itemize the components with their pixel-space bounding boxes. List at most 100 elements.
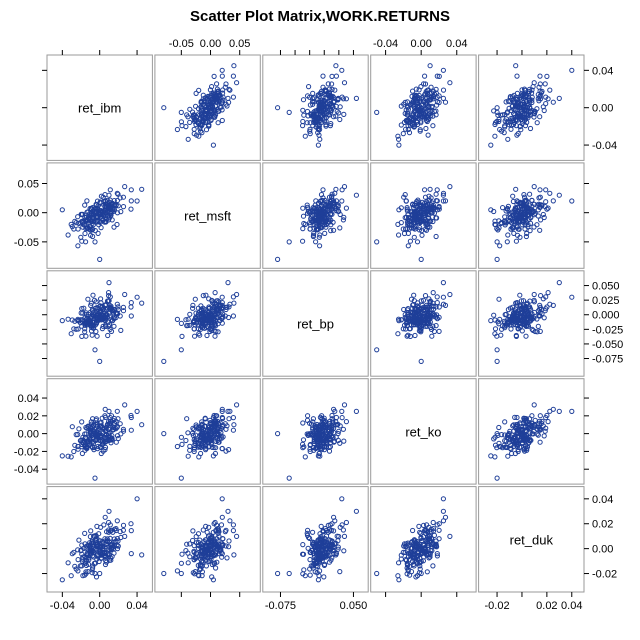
data-point [78, 437, 84, 444]
cell-frame [154, 162, 261, 269]
data-point [97, 358, 103, 364]
data-point [102, 536, 108, 542]
data-point [215, 329, 221, 335]
data-point [414, 198, 420, 205]
data-point [431, 532, 437, 539]
cell-frame [262, 270, 369, 377]
data-point [97, 211, 103, 217]
data-point [210, 318, 216, 324]
data-point [502, 111, 508, 118]
data-point [203, 547, 210, 553]
data-point [128, 206, 134, 212]
data-point [107, 535, 113, 542]
data-point [512, 414, 518, 420]
data-point [322, 561, 328, 568]
data-point [417, 214, 423, 220]
data-point [531, 309, 538, 316]
data-point [161, 570, 167, 577]
data-point [102, 406, 108, 412]
data-point [302, 133, 308, 139]
data-point [199, 419, 205, 425]
data-point [86, 316, 92, 322]
data-point [543, 187, 549, 193]
data-point [300, 571, 306, 577]
data-point [315, 442, 321, 448]
data-point [430, 205, 436, 211]
tick-label: 0.00 [410, 38, 431, 50]
data-point [190, 109, 196, 115]
data-point [500, 112, 506, 118]
data-point [440, 192, 446, 198]
tick-label: -0.050 [592, 339, 623, 351]
data-point [113, 418, 119, 424]
data-point [117, 421, 123, 427]
data-point [518, 298, 525, 304]
cell-ret_ibm-vs-ret_bp [262, 54, 369, 161]
data-point [543, 306, 549, 312]
data-point [234, 533, 240, 540]
data-point [419, 232, 425, 238]
data-point [219, 554, 225, 560]
data-point [541, 214, 547, 221]
data-point [219, 514, 225, 520]
data-point [128, 300, 134, 306]
data-point [91, 533, 97, 539]
data-point [213, 565, 219, 571]
data-point [327, 199, 333, 205]
data-point [191, 319, 197, 326]
data-point [178, 434, 184, 440]
data-point [418, 256, 424, 262]
data-point [517, 324, 523, 331]
data-point [317, 568, 323, 574]
data-point [184, 541, 190, 547]
data-point [406, 563, 413, 570]
data-point [513, 332, 519, 339]
data-point [86, 438, 92, 444]
data-point [95, 311, 101, 317]
data-point [305, 413, 311, 419]
data-point [335, 430, 341, 437]
data-point [208, 437, 214, 443]
data-point [315, 130, 321, 136]
tick-label: -0.04 [592, 140, 617, 152]
data-point [518, 96, 525, 102]
data-point [336, 428, 342, 434]
data-point [353, 95, 359, 102]
data-point [494, 347, 500, 353]
data-point [488, 207, 494, 213]
data-point [128, 313, 134, 319]
data-point [321, 420, 327, 426]
data-point [488, 453, 494, 459]
data-point [199, 442, 205, 448]
data-point [209, 561, 215, 568]
data-point [200, 307, 206, 313]
data-point [65, 453, 71, 459]
data-point [436, 73, 442, 80]
data-point [94, 446, 101, 452]
tick-label: 0.05 [18, 178, 39, 190]
data-point [412, 318, 418, 324]
data-point [436, 304, 442, 310]
data-point [193, 555, 199, 562]
data-point [197, 426, 203, 432]
data-point [95, 443, 101, 449]
data-point [523, 233, 530, 240]
data-point [429, 210, 435, 216]
data-point [201, 438, 207, 444]
data-point [194, 132, 200, 138]
data-point [82, 322, 88, 328]
data-point [514, 217, 520, 224]
data-point [321, 99, 327, 105]
data-point [341, 548, 347, 554]
data-point [527, 318, 533, 324]
data-point [521, 192, 527, 198]
cell-ret_ko-vs-ret_ibm [46, 378, 153, 485]
data-point [98, 193, 105, 199]
tick-label: -0.04 [50, 600, 75, 612]
data-point [323, 439, 329, 445]
data-point [327, 444, 333, 450]
data-point [422, 73, 428, 79]
data-point [215, 310, 221, 316]
data-point [91, 297, 98, 303]
data-point [304, 202, 310, 208]
